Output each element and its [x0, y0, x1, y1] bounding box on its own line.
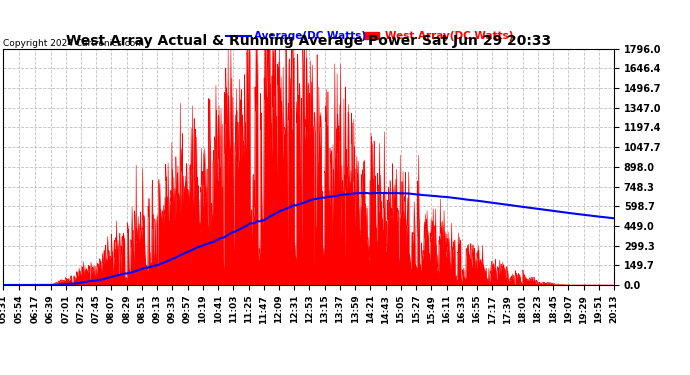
Text: West Array(DC Watts): West Array(DC Watts): [385, 31, 513, 41]
Text: Copyright 2024 Cartronics.com: Copyright 2024 Cartronics.com: [3, 39, 144, 48]
Bar: [364, 32, 379, 39]
Text: Average(DC Watts): Average(DC Watts): [254, 31, 366, 41]
Title: West Array Actual & Running Average Power Sat Jun 29 20:33: West Array Actual & Running Average Powe…: [66, 34, 551, 48]
